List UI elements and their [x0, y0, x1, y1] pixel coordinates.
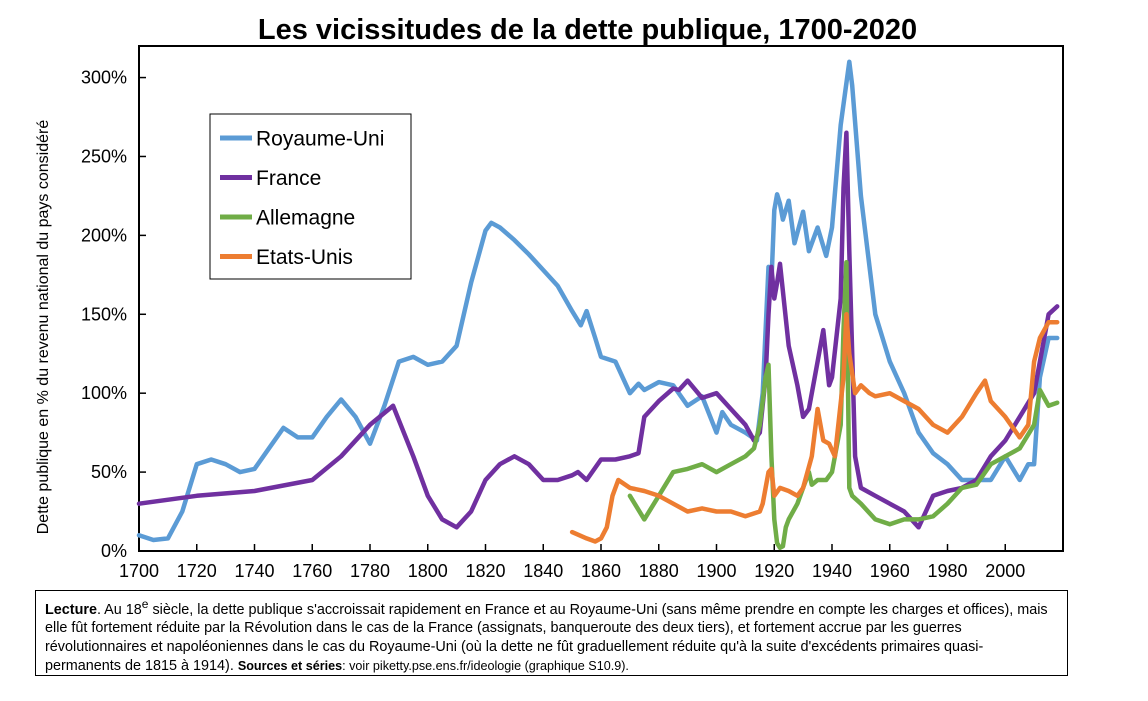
- x-tick-label: 1900: [696, 561, 736, 581]
- y-tick-label: 50%: [91, 462, 127, 482]
- legend-label: Allemagne: [256, 207, 355, 230]
- x-tick-label: 1960: [870, 561, 910, 581]
- series-lines: [136, 59, 1060, 551]
- x-tick-label: 1860: [581, 561, 621, 581]
- caption-text-1: . Au 18: [96, 601, 142, 618]
- x-tick-label: 2000: [985, 561, 1025, 581]
- legend-label: Etats-Unis: [256, 246, 353, 269]
- legend-box: [209, 113, 412, 280]
- x-tick-label: 1920: [754, 561, 794, 581]
- x-tick-label: 1880: [639, 561, 679, 581]
- x-tick-label: 1800: [408, 561, 448, 581]
- y-tick-label: 0%: [101, 541, 127, 561]
- y-axis-title: Dette publique en % du revenu national d…: [35, 120, 52, 535]
- chart-title: Les vicissitudes de la dette publique, 1…: [257, 14, 918, 46]
- x-tick-label: 1940: [812, 561, 852, 581]
- caption-sup: e: [141, 597, 149, 611]
- caption: Lecture. Au 18e siècle, la dette publiqu…: [35, 590, 1068, 676]
- y-tick-label: 250%: [81, 146, 127, 166]
- x-tick-label: 1760: [292, 561, 332, 581]
- x-tick-label: 1780: [350, 561, 390, 581]
- y-tick-label: 200%: [81, 225, 127, 245]
- y-tick-label: 100%: [81, 383, 127, 403]
- x-tick-label: 1740: [234, 561, 274, 581]
- series-line-allemagne: [627, 259, 1060, 551]
- series-line-royaume-uni: [136, 59, 1060, 543]
- caption-text-2: siècle, la dette publique s'accroissait …: [45, 601, 1048, 674]
- legend: Royaume-Uni France Allemagne Etats-Unis: [209, 113, 412, 280]
- x-tick-label: 1980: [927, 561, 967, 581]
- x-tick-label: 1700: [119, 561, 159, 581]
- series-line-etats-unis: [569, 312, 1060, 544]
- caption-lead: Lecture: [45, 601, 97, 618]
- x-tick-label: 1720: [177, 561, 217, 581]
- x-tick-label: 1840: [523, 561, 563, 581]
- x-axis: 1700 1720 1740 1760 1780 1800 1820 1840 1860 1880…: [119, 544, 1025, 581]
- y-tick-label: 300%: [81, 68, 127, 88]
- x-tick-label: 1820: [465, 561, 505, 581]
- caption-sources-label: Sources et séries: [237, 658, 343, 673]
- caption-sources-text: : voir piketty.pse.ens.fr/ideologie (gra…: [342, 658, 629, 673]
- y-axis: 0% 50% 100% 150% 200% 250% 300%: [81, 68, 146, 561]
- y-tick-label: 150%: [81, 304, 127, 324]
- legend-label: Royaume-Uni: [256, 128, 384, 151]
- legend-label: France: [256, 167, 321, 190]
